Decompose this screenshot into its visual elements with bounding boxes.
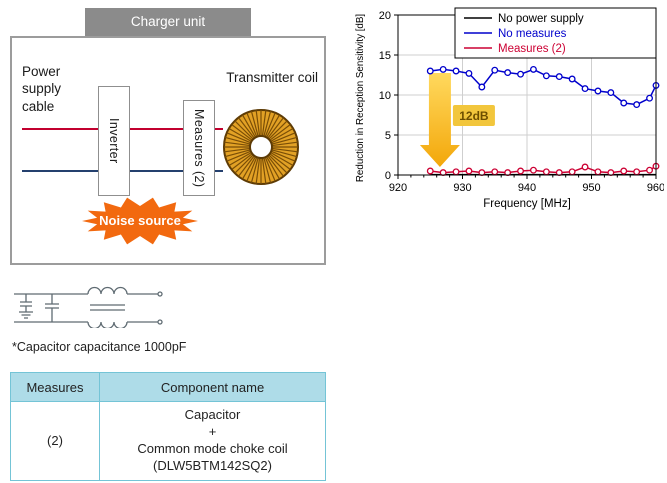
transmitter-coil-label: Transmitter coil (226, 70, 318, 85)
svg-text:Reduction in Reception Sensiti: Reduction in Reception Sensitivity [dB] (355, 14, 366, 183)
inverter-box: Inverter (98, 86, 130, 196)
charger-unit-panel: Charger unit Power supply cable Inverter… (10, 8, 326, 265)
svg-text:960: 960 (647, 182, 664, 194)
svg-text:5: 5 (385, 130, 391, 142)
svg-text:950: 950 (582, 182, 600, 194)
measures-label: Measures (2) (192, 108, 206, 188)
power-supply-cable-label: Power supply cable (22, 64, 62, 114)
svg-text:15: 15 (379, 50, 391, 62)
svg-text:930: 930 (453, 182, 471, 194)
svg-text:920: 920 (389, 182, 407, 194)
capacitor-note: *Capacitor capacitance 1000pF (12, 340, 187, 354)
svg-text:12dB: 12dB (459, 109, 489, 123)
col-header-measures: Measures (10, 372, 100, 402)
inverter-label: Inverter (107, 118, 121, 164)
svg-text:940: 940 (518, 182, 536, 194)
transmitter-coil-icon (223, 109, 299, 185)
svg-text:20: 20 (379, 10, 391, 22)
svg-text:No power supply: No power supply (498, 13, 584, 25)
noise-source-label: Noise source (99, 213, 181, 228)
table-row: (2) Capacitor + Common mode choke coil (… (10, 401, 326, 481)
measures-table: Measures Component name (2) Capacitor + … (10, 372, 326, 481)
col-header-component-name: Component name (99, 372, 326, 402)
reception-sensitivity-chart: 12dB 920 930 940 950 960 0 5 10 15 20 Frequency [MH… (355, 7, 664, 210)
cell-measures: (2) (10, 401, 100, 481)
cell-component-name: Capacitor + Common mode choke coil (DLW5… (99, 401, 326, 481)
svg-text:Measures (2): Measures (2) (498, 43, 566, 55)
charger-unit-title: Charger unit (85, 8, 251, 36)
svg-text:0: 0 (385, 170, 391, 182)
measures-box: Measures (2) (183, 100, 215, 196)
charger-unit-diagram: Power supply cable Inverter Measures (2)… (10, 36, 326, 265)
svg-text:10: 10 (379, 90, 391, 102)
table-header-row: Measures Component name (10, 372, 326, 402)
svg-text:Frequency [MHz]: Frequency [MHz] (483, 198, 571, 210)
svg-text:No measures: No measures (498, 28, 567, 40)
noise-source-burst-icon (82, 197, 198, 245)
filter-schematic-icon (14, 286, 163, 328)
